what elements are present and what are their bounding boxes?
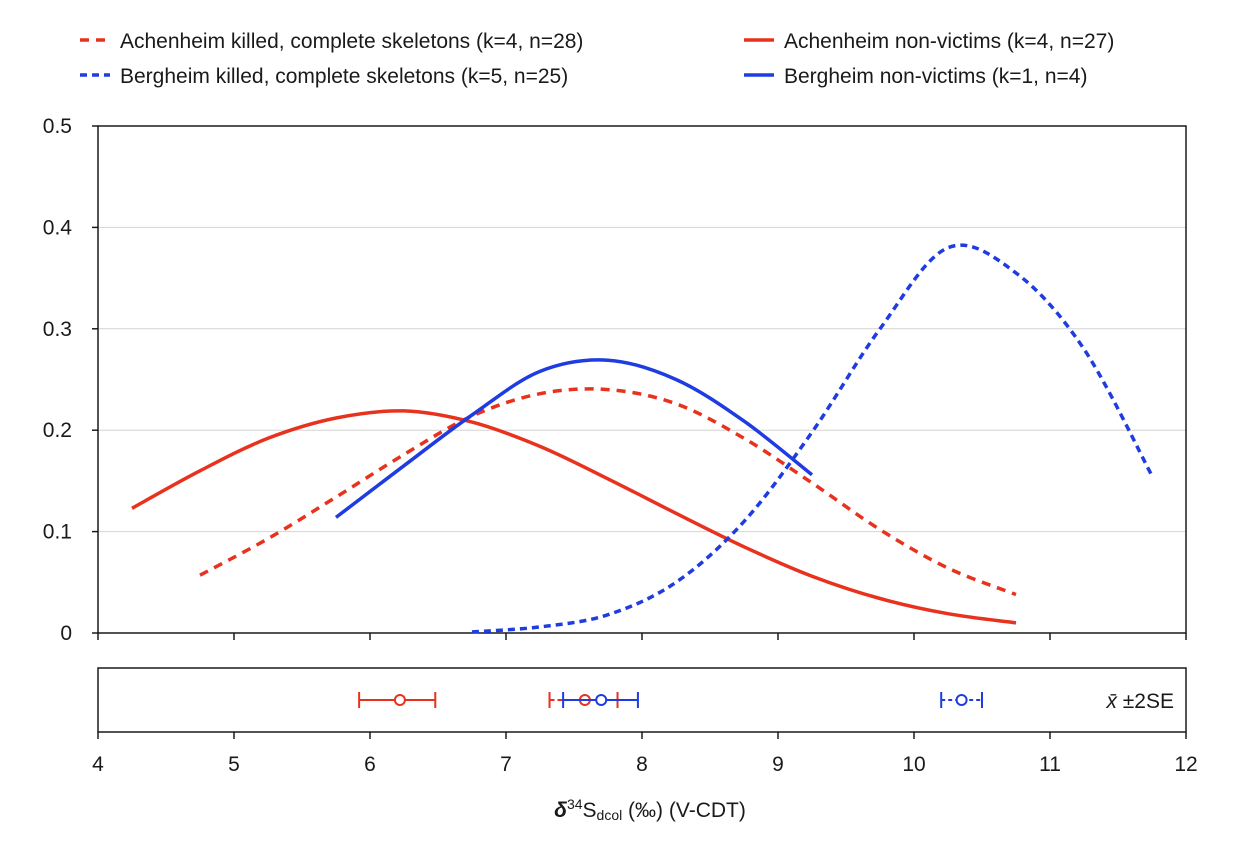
- mean-marker-0: [358, 692, 437, 708]
- mean-markers: [358, 692, 983, 708]
- mean-point: [393, 694, 406, 706]
- x-label-rest: (‰) (V-CDT): [622, 799, 746, 822]
- x-tick-label: 4: [92, 753, 104, 776]
- series-line-2: [471, 243, 1154, 634]
- mean-marker-3: [940, 692, 983, 708]
- mean-label-rest: ±2SE: [1117, 690, 1174, 713]
- mean-point: [595, 694, 608, 706]
- main-plot: 0 0.1 0.2 0.3 0.4 0.5: [43, 115, 1187, 645]
- x-label-sub: dcol: [597, 807, 623, 823]
- series-line-0: [199, 387, 1017, 597]
- x-tick-label: 8: [636, 753, 648, 776]
- y-tick-label: 0.3: [43, 318, 72, 341]
- y-tick-label: 0: [60, 622, 72, 645]
- x-axis-label: δ34Sdcol (‰) (V-CDT): [554, 796, 746, 823]
- x-tick-label: 5: [228, 753, 240, 776]
- x-tick-label: 11: [1039, 753, 1061, 776]
- mean-panel-label: x̄ ±2SE: [1105, 690, 1174, 713]
- series-line-3: [334, 358, 814, 519]
- x-tick-label: 9: [772, 753, 784, 776]
- mean-panel-frame: [97, 667, 1187, 733]
- x-label-sup: 34: [567, 796, 583, 812]
- y-tick-label: 0.1: [43, 521, 72, 544]
- main-plot-frame: [97, 125, 1187, 634]
- legend-label: Achenheim killed, complete skeletons (k=…: [120, 30, 583, 53]
- mean-symbol: x̄: [1105, 690, 1118, 713]
- x-axis: 4 5 6 7 8 9 10 11 12: [92, 633, 1198, 776]
- legend: Achenheim killed, complete skeletons (k=…: [80, 30, 1114, 88]
- y-tick-label: 0.5: [43, 115, 72, 138]
- x-tick-label: 12: [1174, 753, 1197, 776]
- x-tick-label: 6: [364, 753, 376, 776]
- legend-label: Bergheim non-victims (k=1, n=4): [784, 65, 1087, 88]
- y-tick-label: 0.2: [43, 419, 72, 442]
- gridlines: [98, 226, 1186, 533]
- y-tick-label: 0.4: [43, 216, 73, 239]
- x-label-S: S: [583, 799, 597, 822]
- mean-point: [955, 694, 968, 706]
- x-label-delta: δ: [554, 799, 567, 822]
- legend-label: Bergheim killed, complete skeletons (k=5…: [120, 65, 568, 88]
- series-line-1: [131, 409, 1017, 625]
- legend-label: Achenheim non-victims (k=4, n=27): [784, 30, 1114, 53]
- x-tick-label: 7: [500, 753, 512, 776]
- mean-panel: x̄ ±2SE: [97, 667, 1187, 733]
- y-axis: 0 0.1 0.2 0.3 0.4 0.5: [43, 115, 98, 645]
- x-tick-label: 10: [902, 753, 925, 776]
- series-lines: [131, 243, 1154, 634]
- mean-marker-2: [562, 692, 639, 708]
